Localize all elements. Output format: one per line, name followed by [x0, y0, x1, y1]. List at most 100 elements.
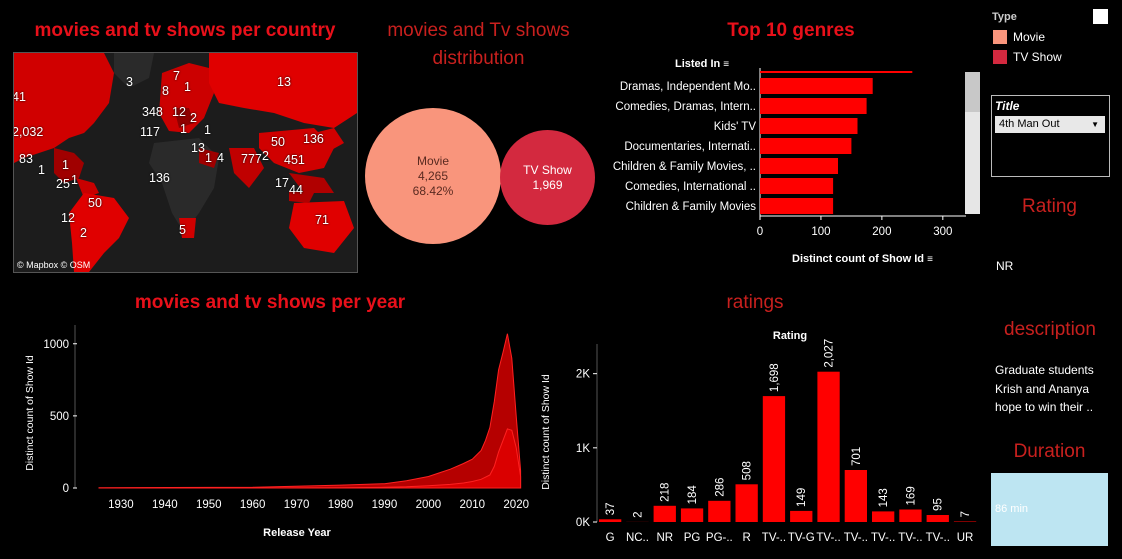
- distribution-title-line1: movies and Tv shows: [387, 20, 570, 41]
- rating-category-label: G: [606, 532, 615, 544]
- tvshow-bubble[interactable]: TV Show 1,969: [500, 130, 595, 225]
- rating-category-label: UR: [957, 532, 974, 544]
- map-label: 451: [284, 153, 305, 167]
- map-label: 13: [191, 141, 205, 155]
- rating-bar[interactable]: [735, 484, 758, 522]
- rating-title: Rating: [1022, 196, 1077, 217]
- year-tick-label: 1970: [284, 499, 310, 511]
- genre-bar[interactable]: [760, 138, 852, 154]
- genres-header[interactable]: Listed In ≡: [675, 58, 729, 70]
- description-line: Graduate students: [995, 363, 1094, 377]
- rating-bar[interactable]: [844, 470, 867, 522]
- map-label: 136: [149, 171, 170, 185]
- year-ytick-label: 0: [63, 483, 69, 495]
- genre-bar[interactable]: [760, 98, 867, 114]
- movie-bubble-label: Movie: [416, 153, 449, 168]
- sort-icon[interactable]: ≡: [927, 254, 933, 265]
- year-tick-label: 1930: [108, 499, 134, 511]
- genre-label: Children & Family Movies, ..: [613, 161, 756, 173]
- rating-value-label: 508: [742, 461, 754, 480]
- map-label: 4: [217, 151, 224, 165]
- legend-swatch-tvshow: [993, 50, 1007, 64]
- map-label: 136: [303, 132, 324, 146]
- map-title: movies and tv shows per country: [34, 20, 336, 41]
- genre-bar[interactable]: [760, 178, 834, 194]
- genre-bar[interactable]: [760, 78, 873, 94]
- ratings-header: Rating: [773, 330, 807, 342]
- rating-bar[interactable]: [653, 505, 676, 522]
- year-tick-label: 1980: [328, 499, 354, 511]
- rating-category-label: NR: [656, 532, 673, 544]
- ratings-ylabel: Distinct count of Show Id: [540, 374, 552, 490]
- description-line: Krish and Ananya: [995, 381, 1090, 396]
- map-label: 50: [271, 135, 285, 149]
- duration-tile[interactable]: 86 min: [991, 473, 1108, 546]
- tvshow-bubble-label: TV Show: [523, 162, 572, 177]
- rating-value-label: 1,698: [769, 363, 781, 392]
- genres-title: Top 10 genres: [727, 20, 855, 41]
- description-line: hope to win their ..: [995, 400, 1094, 414]
- map-label: 1: [184, 80, 191, 94]
- genre-bar[interactable]: [760, 198, 834, 214]
- genre-tick-label: 300: [933, 226, 952, 238]
- map-label: 12: [61, 211, 75, 225]
- rating-bar[interactable]: [872, 511, 895, 522]
- movie-area[interactable]: [98, 333, 522, 489]
- rating-ytick-label: 0K: [576, 517, 590, 529]
- country-map[interactable]: 41 3 7 1 8 13 2,032 348 12 117 1 2 1 136…: [13, 52, 358, 273]
- legend-item-tvshow[interactable]: TV Show: [993, 50, 1062, 64]
- rating-bar[interactable]: [953, 521, 977, 523]
- year-tick-label: 1940: [152, 499, 178, 511]
- year-chart: Distinct count of Show Id 1930 1940 1950 19…: [24, 325, 529, 539]
- movie-bubble[interactable]: Movie 4,265 68.42%: [365, 108, 501, 244]
- tvshow-area[interactable]: [99, 428, 522, 489]
- genre-tick-label: 100: [811, 226, 830, 238]
- map-label: 2,032: [13, 125, 44, 139]
- legend-label-movie: Movie: [1013, 30, 1046, 44]
- map-label: 41: [13, 90, 26, 104]
- genres-chart: Dramas, Independent Mo.. Comedies, Dramas…: [613, 68, 980, 238]
- distribution-title-line2: distribution: [432, 48, 525, 69]
- year-ylabel: Distinct count of Show Id: [24, 355, 36, 471]
- map-label: 71: [315, 213, 329, 227]
- rating-category-label: TV-..: [871, 532, 895, 544]
- rating-bar[interactable]: [599, 519, 622, 522]
- genre-label: Comedies, International ..: [625, 181, 756, 193]
- rating-value-label: 143: [878, 488, 890, 507]
- map-label: 13: [277, 75, 291, 89]
- rating-value-label: 149: [796, 488, 808, 507]
- rating-bar[interactable]: [817, 371, 840, 522]
- rating-value-label: 7: [960, 511, 972, 517]
- rating-value-label: 2,027: [824, 339, 836, 368]
- rating-bar[interactable]: [680, 508, 704, 522]
- legend-toggle[interactable]: [1093, 9, 1108, 24]
- map-label: 8: [162, 84, 169, 98]
- description-text: Graduate students Krish and Ananya hope …: [995, 361, 1094, 417]
- rating-category-label: TV-..: [926, 532, 950, 544]
- rating-value-label: 286: [714, 478, 726, 497]
- map-label: 777: [241, 152, 262, 166]
- map-label: 7: [173, 69, 180, 83]
- genre-bar-partial[interactable]: [760, 71, 913, 73]
- legend-item-movie[interactable]: Movie: [993, 30, 1045, 44]
- rating-bar[interactable]: [790, 510, 813, 522]
- rating-category-label: TV-..: [762, 532, 786, 544]
- sort-icon[interactable]: ≡: [723, 59, 730, 70]
- map-credits[interactable]: © Mapbox © OSM: [17, 260, 91, 270]
- rating-bar[interactable]: [899, 509, 922, 523]
- year-xlabel: Release Year: [263, 527, 331, 539]
- ratings-chart: Rating Distinct count of Show Id 37 2 218 1…: [540, 330, 977, 544]
- year-ytick-label: 1000: [43, 339, 69, 351]
- genres-scrollbar-thumb[interactable]: [965, 72, 980, 112]
- year-tick-label: 2010: [459, 499, 485, 511]
- genre-bar[interactable]: [760, 158, 838, 174]
- title-filter-dropdown[interactable]: 4th Man Out ▼: [995, 116, 1105, 133]
- genre-bar[interactable]: [760, 118, 858, 134]
- rating-bar[interactable]: [926, 515, 949, 522]
- rating-bar[interactable]: [762, 396, 786, 522]
- description-title: description: [1004, 319, 1096, 340]
- map-label: 50: [88, 196, 102, 210]
- rating-bar[interactable]: [708, 500, 731, 522]
- year-tick-label: 1960: [240, 499, 266, 511]
- rating-ytick-label: 2K: [576, 369, 590, 381]
